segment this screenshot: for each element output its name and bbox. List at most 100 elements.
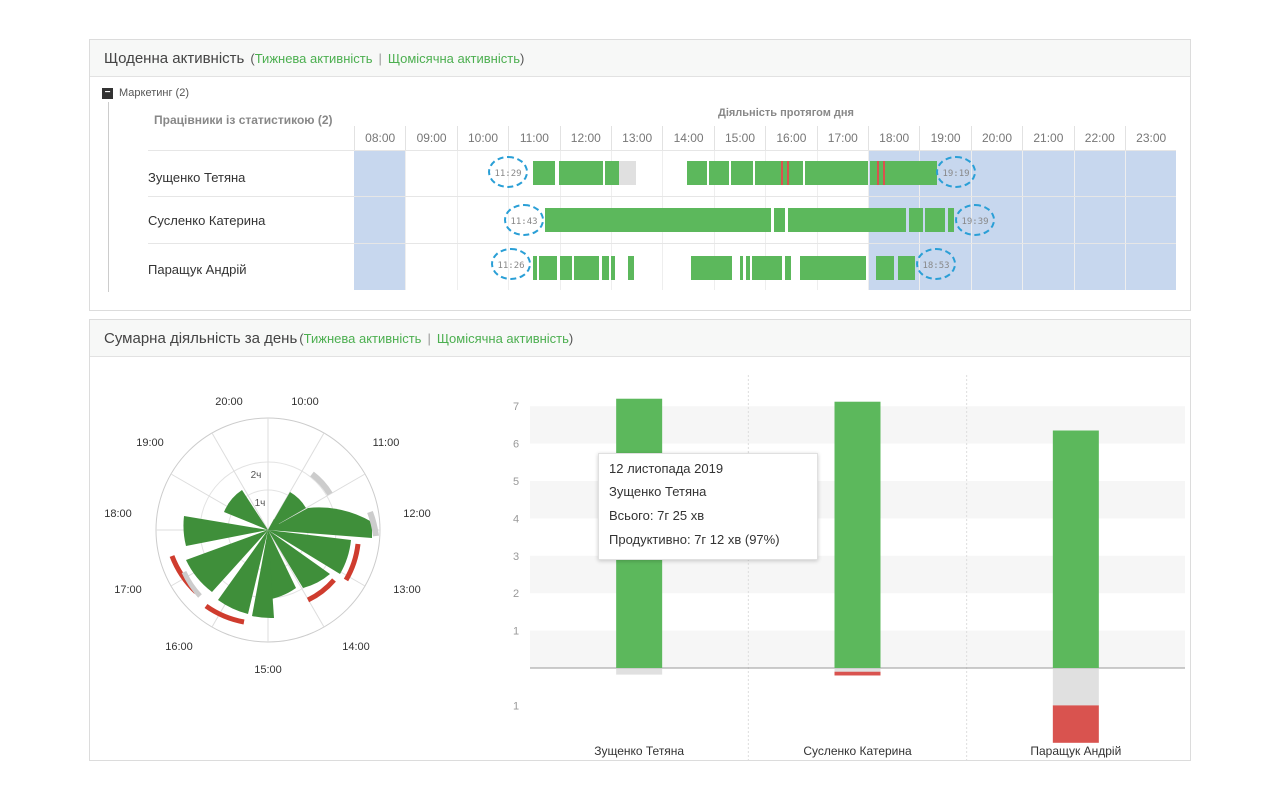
daily-activity-header: Щоденна активність (Тижнева активність | Щ… (90, 40, 1190, 77)
grid-line (1125, 150, 1126, 290)
row-divider (148, 243, 1176, 244)
polar-wedge (183, 516, 268, 546)
grid-line (1074, 150, 1075, 290)
activity-segment (533, 161, 555, 185)
productive-bar (834, 401, 881, 668)
polar-spoke (267, 529, 325, 628)
start-time-marker: 11:26 (491, 248, 531, 280)
unproductive-mark (787, 161, 789, 185)
polar-ring-label: 2ч (251, 470, 262, 481)
link-close-paren: ) (568, 330, 574, 346)
activity-segment (746, 256, 750, 280)
hour-label: 12:00 (559, 126, 611, 150)
hour-label: 21:00 (1022, 126, 1073, 150)
start-time-marker: 11:29 (488, 156, 528, 188)
employee-name[interactable]: Сусленко Катерина (148, 213, 266, 228)
hour-label: 08:00 (354, 126, 405, 150)
summary-activity-panel: Сумарна діяльність за день (Тижнева акти… (89, 319, 1191, 761)
polar-hour-label: 11:00 (373, 437, 400, 449)
polar-activity-chart: 2ч 1ч 20:00 10:00 11:00 12:00 13:00 14:0… (104, 396, 431, 676)
y-tick-label: 1 (513, 626, 519, 638)
summary-period-links: (Тижнева активність | Щомісячна активність… (299, 331, 573, 346)
activity-segment (539, 256, 557, 280)
monthly-activity-link[interactable]: Щомісячна активність (387, 50, 520, 66)
neutral-bar (1052, 669, 1099, 707)
tree-line (108, 102, 109, 292)
unproductive-mark (781, 161, 783, 185)
polar-unproductive-arc (204, 603, 245, 625)
activity-segment (800, 256, 866, 280)
link-separator: | (427, 330, 431, 346)
activity-segment (870, 161, 937, 185)
tooltip-total: Всього: 7г 25 хв (609, 508, 705, 523)
hour-label: 16:00 (765, 126, 816, 150)
polar-spoke (267, 432, 325, 531)
end-time-marker: 18:53 (916, 248, 956, 280)
activity-segment (628, 256, 634, 280)
unproductive-mark (877, 161, 879, 185)
weekly-activity-link[interactable]: Тижнева активність (303, 330, 422, 346)
polar-hour-label: 18:00 (104, 508, 132, 520)
employee-name[interactable]: Зущенко Тетяна (148, 170, 246, 185)
activity-segment (560, 256, 572, 280)
employee-name[interactable]: Паращук Андрій (148, 262, 247, 277)
activity-segment (805, 161, 868, 185)
activity-segment (533, 256, 537, 280)
hour-label: 11:00 (508, 126, 559, 150)
polar-wedge (252, 530, 274, 619)
activity-segment (560, 161, 603, 185)
row-divider (148, 150, 1176, 151)
y-tick-label: 2 (513, 588, 519, 600)
collapse-icon[interactable]: − (102, 87, 113, 99)
polar-wedge (268, 492, 306, 530)
end-time-marker: 19:39 (955, 204, 995, 236)
grid-line (1022, 150, 1023, 290)
activity-segment (774, 208, 785, 232)
polar-hour-label: 15:00 (254, 664, 282, 676)
polar-wedge (268, 530, 351, 574)
polar-neutral-arc (367, 510, 379, 537)
polar-spoke (211, 432, 269, 531)
weekly-activity-link[interactable]: Тижнева активність (254, 50, 373, 66)
activity-segment (574, 256, 599, 280)
y-tick-label: 4 (513, 513, 519, 525)
polar-unproductive-arc (343, 543, 361, 582)
activity-segment (605, 161, 619, 185)
tooltip-date: 12 листопада 2019 (609, 461, 724, 476)
group-label: Маркетинг (2) (119, 87, 189, 99)
daily-period-links: (Тижнева активність | Щомісячна активність… (250, 51, 524, 66)
hour-label: 10:00 (456, 126, 508, 150)
daily-activity-panel: Щоденна активність (Тижнева активність | Щ… (89, 39, 1191, 311)
hour-label: 22:00 (1073, 126, 1125, 150)
start-time-marker: 11:43 (504, 204, 544, 236)
grid-line (405, 150, 406, 290)
group-marketing: − Маркетинг (2) (102, 87, 189, 99)
activity-segment (785, 256, 791, 280)
unproductive-mark (883, 161, 885, 185)
polar-hour-label: 14:00 (342, 641, 370, 653)
timeline-title: Діяльність протягом дня (718, 107, 854, 119)
employees-header: Працівники із статистикою (2) (154, 113, 333, 127)
monthly-activity-link[interactable]: Щомісячна активність (436, 330, 569, 346)
activity-segment (925, 208, 945, 232)
link-close-paren: ) (519, 50, 525, 66)
polar-wedge (268, 530, 330, 588)
grid-line (457, 150, 458, 290)
y-tick-label: 6 (513, 439, 519, 451)
activity-segment (909, 208, 923, 232)
hour-label: 20:00 (970, 126, 1022, 150)
daily-activity-title: Щоденна активність (104, 49, 245, 67)
activity-segment (602, 256, 609, 280)
neutral-bar (616, 669, 663, 675)
y-tick-label: 5 (513, 476, 519, 488)
hour-label: 14:00 (662, 126, 713, 150)
y-tick-label: 7 (513, 401, 519, 413)
row-divider (148, 196, 1176, 197)
activity-segment (752, 256, 782, 280)
neutral-segment (619, 161, 636, 185)
activity-segment (731, 161, 753, 185)
hour-label: 15:00 (713, 126, 765, 150)
activity-segment (876, 256, 894, 280)
link-open-paren: ( (299, 330, 304, 346)
end-time-marker: 19:19 (936, 156, 976, 188)
